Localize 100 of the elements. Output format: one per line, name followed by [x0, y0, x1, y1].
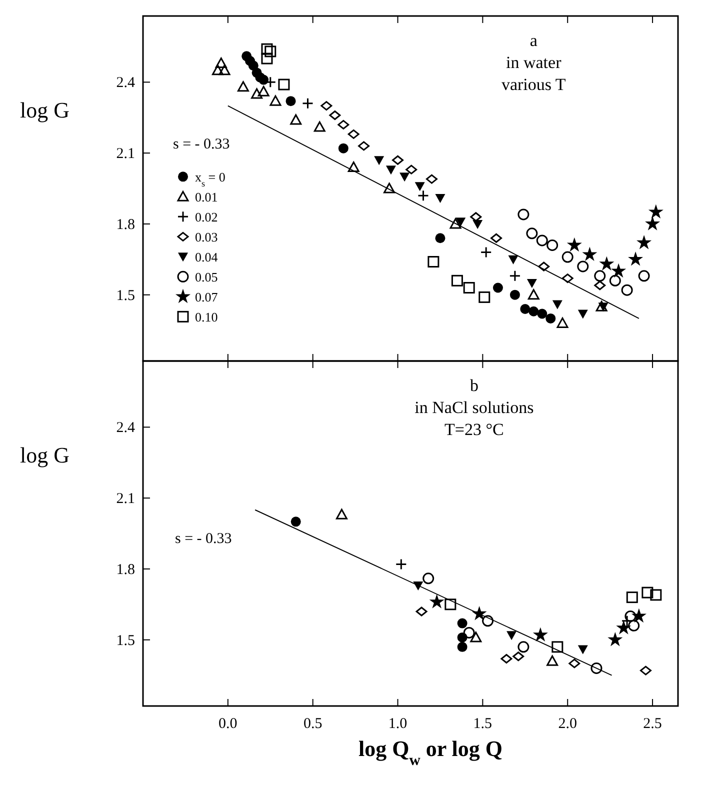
- y-tick-label: 2.1: [116, 146, 135, 162]
- point: [258, 74, 269, 85]
- point: [631, 608, 646, 623]
- point: [338, 143, 348, 154]
- point: [286, 96, 296, 106]
- point: [426, 174, 438, 184]
- point: [578, 310, 588, 319]
- point: [526, 279, 537, 288]
- annotation: b: [470, 376, 478, 395]
- y-tick-label: 2.4: [116, 75, 136, 92]
- point: [400, 172, 410, 182]
- y-tick-label: 1.8: [116, 216, 135, 233]
- point: [608, 632, 623, 646]
- point: [596, 300, 608, 312]
- point: [598, 302, 608, 312]
- annotation: s = - 0.33: [173, 136, 230, 152]
- point: [374, 156, 384, 166]
- point: [435, 233, 446, 244]
- point: [546, 313, 556, 324]
- point: [320, 101, 332, 111]
- point: [414, 182, 425, 192]
- point: [611, 263, 626, 278]
- y-axis-title: log G: [20, 442, 70, 468]
- point: [510, 290, 520, 300]
- point: [506, 631, 517, 640]
- point: [478, 291, 490, 303]
- point: [590, 662, 602, 674]
- point: [451, 274, 463, 286]
- point: [626, 592, 638, 604]
- point: [386, 166, 396, 175]
- point: [329, 110, 341, 120]
- point: [490, 233, 502, 243]
- point: [528, 289, 540, 300]
- point: [435, 194, 446, 203]
- point: [556, 317, 568, 328]
- point: [215, 58, 227, 68]
- point: [594, 280, 606, 290]
- point: [428, 256, 440, 268]
- point: [237, 81, 249, 92]
- point: [338, 120, 350, 130]
- point: [270, 95, 282, 106]
- point: [218, 64, 230, 76]
- legend-label: x$_{s}$ = 0: [195, 170, 226, 189]
- point: [512, 652, 524, 662]
- point: [429, 594, 444, 608]
- point: [638, 270, 650, 282]
- point: [537, 308, 548, 319]
- point: [348, 161, 360, 172]
- y-tick-label: 2.4: [116, 420, 136, 436]
- y-tick-label: 2.1: [116, 491, 135, 508]
- point: [278, 78, 290, 90]
- point: [538, 262, 550, 272]
- point: [528, 306, 539, 316]
- y-tick-label: 1.5: [116, 288, 135, 304]
- legend-label: 0.10: [195, 310, 218, 325]
- point: [422, 572, 434, 584]
- point: [562, 251, 574, 263]
- annotation: in NaCl solutions: [414, 398, 534, 417]
- point: [500, 654, 512, 664]
- point: [552, 641, 564, 653]
- y-axis-title: log G: [20, 98, 70, 123]
- point: [463, 282, 475, 294]
- point: [532, 627, 548, 642]
- legend-label: 0.05: [195, 270, 218, 285]
- legend-label: 0.03: [195, 230, 218, 245]
- point: [546, 239, 558, 251]
- point: [636, 234, 652, 250]
- point: [640, 666, 652, 676]
- point: [536, 234, 548, 246]
- legend-label: 0.01: [195, 190, 218, 205]
- point: [258, 86, 270, 96]
- x-tick-label: 1.0: [388, 716, 408, 732]
- x-tick-label: 2.0: [558, 716, 577, 732]
- x-tick-label: 0.5: [303, 716, 322, 732]
- point: [470, 632, 482, 642]
- point: [456, 218, 466, 227]
- legend-label: 0.07: [195, 290, 218, 305]
- point: [314, 121, 326, 132]
- legend-label: 0.02: [195, 210, 218, 225]
- y-tick-label: 1.5: [116, 632, 135, 649]
- point: [578, 645, 588, 654]
- annotation: in water: [506, 53, 562, 72]
- point: [526, 228, 538, 240]
- point: [261, 52, 273, 64]
- point: [450, 218, 462, 229]
- point: [406, 164, 418, 174]
- point: [336, 508, 348, 520]
- point: [609, 274, 621, 286]
- point: [642, 586, 654, 598]
- annotation: T=23 °C: [444, 420, 504, 439]
- point: [508, 255, 518, 264]
- point: [457, 642, 468, 652]
- y-tick-label: 1.8: [116, 562, 135, 578]
- point: [482, 615, 494, 627]
- x-tick-label: 2.5: [643, 716, 662, 732]
- point: [472, 220, 483, 229]
- point: [648, 204, 664, 219]
- point: [624, 610, 636, 622]
- annotation: various T: [501, 75, 566, 94]
- point: [628, 251, 644, 266]
